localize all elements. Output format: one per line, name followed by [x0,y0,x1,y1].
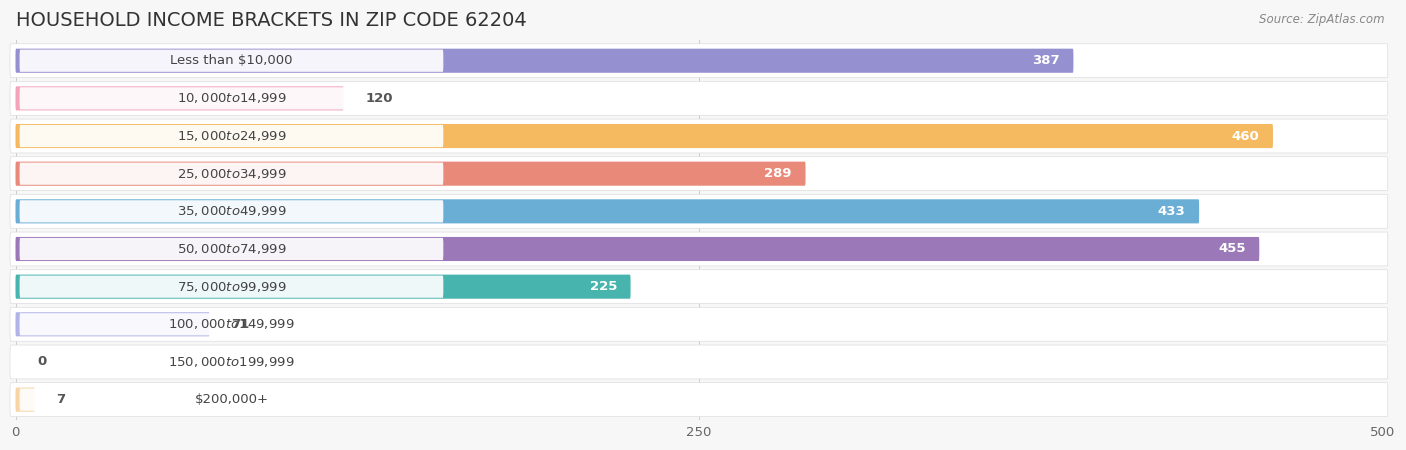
Text: HOUSEHOLD INCOME BRACKETS IN ZIP CODE 62204: HOUSEHOLD INCOME BRACKETS IN ZIP CODE 62… [15,11,526,30]
FancyBboxPatch shape [15,124,1272,148]
Text: $200,000+: $200,000+ [194,393,269,406]
FancyBboxPatch shape [15,387,35,412]
FancyBboxPatch shape [10,157,1388,191]
Text: 460: 460 [1232,130,1260,143]
Text: 225: 225 [589,280,617,293]
FancyBboxPatch shape [20,313,443,335]
FancyBboxPatch shape [20,238,443,260]
FancyBboxPatch shape [10,44,1388,78]
Text: $100,000 to $149,999: $100,000 to $149,999 [169,317,295,331]
FancyBboxPatch shape [10,307,1388,341]
FancyBboxPatch shape [10,382,1388,417]
Text: $25,000 to $34,999: $25,000 to $34,999 [177,166,287,181]
Text: Less than $10,000: Less than $10,000 [170,54,292,67]
Text: 387: 387 [1032,54,1060,67]
FancyBboxPatch shape [15,274,630,299]
FancyBboxPatch shape [15,162,806,186]
Text: 71: 71 [232,318,250,331]
Text: 120: 120 [366,92,392,105]
FancyBboxPatch shape [20,125,443,147]
FancyBboxPatch shape [10,81,1388,115]
Text: $35,000 to $49,999: $35,000 to $49,999 [177,204,287,218]
FancyBboxPatch shape [15,199,1199,223]
Text: 0: 0 [38,356,46,369]
Text: 455: 455 [1218,243,1246,256]
FancyBboxPatch shape [15,49,1073,73]
Text: 289: 289 [765,167,792,180]
FancyBboxPatch shape [20,351,443,373]
FancyBboxPatch shape [10,270,1388,304]
FancyBboxPatch shape [10,232,1388,266]
FancyBboxPatch shape [15,86,343,110]
FancyBboxPatch shape [20,162,443,185]
FancyBboxPatch shape [15,312,209,336]
FancyBboxPatch shape [10,194,1388,228]
FancyBboxPatch shape [20,275,443,298]
FancyBboxPatch shape [20,50,443,72]
Text: 433: 433 [1157,205,1185,218]
Text: 7: 7 [56,393,66,406]
Text: $75,000 to $99,999: $75,000 to $99,999 [177,279,287,294]
Text: $10,000 to $14,999: $10,000 to $14,999 [177,91,287,105]
FancyBboxPatch shape [20,388,443,411]
FancyBboxPatch shape [10,345,1388,379]
Text: $50,000 to $74,999: $50,000 to $74,999 [177,242,287,256]
FancyBboxPatch shape [10,119,1388,153]
Text: $150,000 to $199,999: $150,000 to $199,999 [169,355,295,369]
FancyBboxPatch shape [20,87,443,109]
Text: $15,000 to $24,999: $15,000 to $24,999 [177,129,287,143]
Text: Source: ZipAtlas.com: Source: ZipAtlas.com [1260,14,1385,27]
FancyBboxPatch shape [20,200,443,222]
FancyBboxPatch shape [15,237,1260,261]
